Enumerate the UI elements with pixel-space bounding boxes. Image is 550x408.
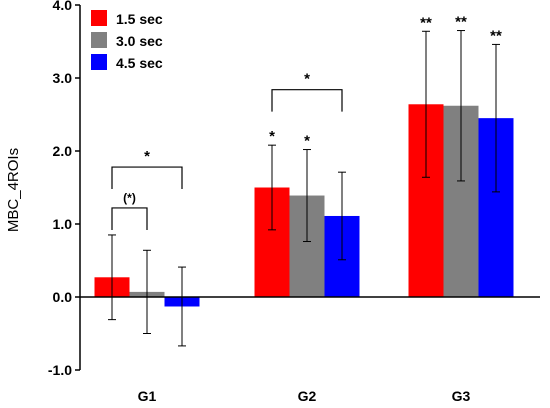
error-bar — [178, 266, 186, 347]
legend-swatch — [91, 10, 107, 26]
plot-area: -1.00.01.02.03.04.0* *** ****(*)**G1 G2 G3 — [48, 0, 540, 404]
error-bar — [303, 149, 311, 243]
bracket-label: * — [304, 71, 310, 88]
bracket-label: (*) — [123, 191, 136, 205]
significance-bracket — [271, 89, 343, 112]
legend-swatch — [91, 54, 107, 70]
x-tick-label: G2 — [298, 388, 317, 404]
y-tick-label: -1.0 — [48, 362, 72, 378]
y-tick-label: 3.0 — [53, 70, 73, 86]
bracket-label: * — [144, 148, 150, 165]
legend-item: 3.0 sec — [91, 32, 163, 49]
legend-item: 4.5 sec — [91, 54, 163, 71]
significance-label: * — [304, 133, 310, 150]
error-bar — [268, 144, 276, 231]
error-bar — [108, 234, 116, 321]
y-tick-label: 4.0 — [53, 0, 73, 13]
significance-label: ** — [490, 27, 502, 44]
error-bar — [422, 30, 430, 178]
significance-label: ** — [420, 14, 432, 31]
y-tick-label: 0.0 — [53, 289, 73, 305]
legend: 1.5 sec 3.0 sec 4.5 sec — [91, 10, 163, 71]
legend-label: 4.5 sec — [116, 55, 163, 71]
legend-label: 1.5 sec — [116, 11, 163, 27]
significance-bracket — [111, 207, 148, 230]
error-bar — [338, 171, 346, 261]
significance-label: ** — [455, 14, 467, 31]
x-tick-label: G1 — [138, 388, 157, 404]
significance-label: * — [269, 128, 275, 145]
legend-swatch — [91, 32, 107, 48]
y-axis-label: MBC_4ROIs — [5, 148, 22, 232]
significance-bracket — [111, 166, 183, 190]
error-bar — [492, 43, 500, 193]
legend-label: 3.0 sec — [116, 33, 163, 49]
y-tick-label: 1.0 — [53, 216, 73, 232]
y-tick-label: 2.0 — [53, 143, 73, 159]
error-bar — [457, 30, 465, 182]
legend-item: 1.5 sec — [91, 10, 163, 27]
error-bar — [143, 249, 151, 334]
x-tick-label: G3 — [452, 388, 471, 404]
